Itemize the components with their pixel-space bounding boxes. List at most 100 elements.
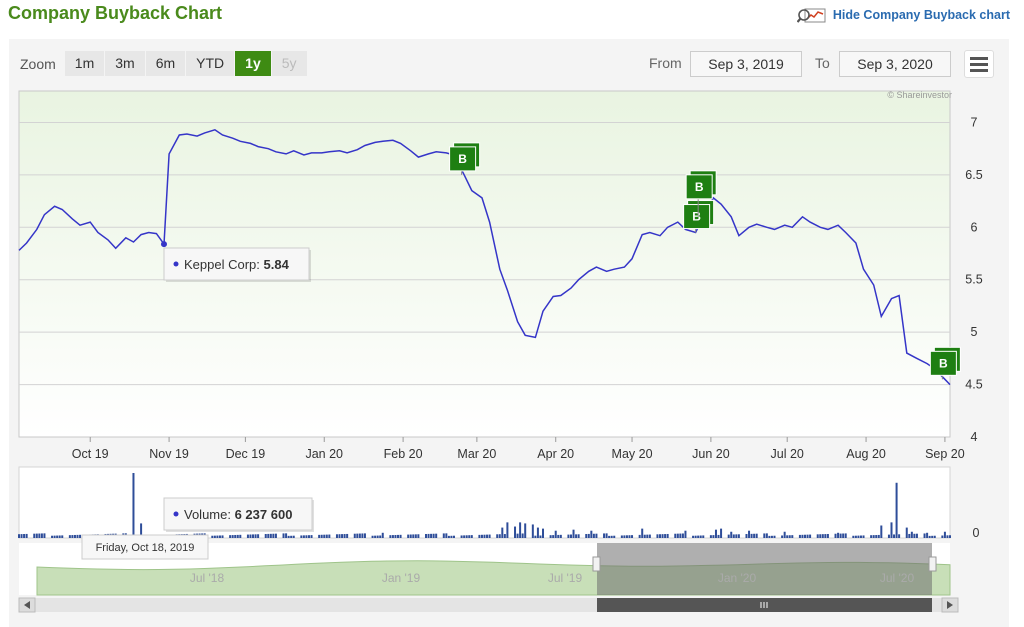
from-date-input[interactable]: Sep 3, 2019 bbox=[690, 51, 802, 77]
volume-bar bbox=[506, 522, 509, 538]
zoom-5y-button: 5y bbox=[271, 51, 307, 76]
zoom-6m-button[interactable]: 6m bbox=[145, 51, 186, 76]
stock-chart[interactable]: 4 4.5 5 5.5 6 6.5 7 0 Oct 19 Nov 19 Dec 19 Jan 20 F… bbox=[9, 39, 1009, 627]
volume-bar bbox=[608, 535, 611, 538]
volume-bar bbox=[928, 535, 931, 538]
from-label: From bbox=[649, 55, 682, 71]
volume-bar bbox=[549, 535, 552, 538]
tooltip-series-dot bbox=[173, 261, 179, 267]
to-date-input[interactable]: Sep 3, 2020 bbox=[839, 51, 951, 77]
volume-bar bbox=[679, 533, 682, 538]
volume-bar bbox=[788, 535, 791, 538]
volume-bar bbox=[875, 535, 878, 538]
volume-bar bbox=[590, 530, 593, 538]
volume-bar bbox=[221, 535, 224, 538]
volume-bar bbox=[35, 533, 38, 538]
volume-bar bbox=[58, 535, 61, 538]
volume-bar bbox=[781, 535, 784, 538]
zoom-3m-button[interactable]: 3m bbox=[105, 51, 145, 76]
volume-bar bbox=[893, 534, 896, 538]
zoom-ytd-button[interactable]: YTD bbox=[186, 51, 235, 76]
date-tooltip: Friday, Oct 18, 2019 bbox=[81, 534, 209, 560]
volume-bar bbox=[908, 533, 911, 538]
volume-bar bbox=[773, 535, 776, 538]
volume-bar bbox=[249, 534, 252, 538]
volume-bar bbox=[585, 534, 588, 538]
volume-bar bbox=[361, 533, 364, 538]
volume-bar bbox=[531, 524, 534, 538]
volume-bar bbox=[302, 535, 305, 538]
volume-bar bbox=[943, 531, 946, 538]
hide-buyback-chart-link[interactable]: Hide Company Buyback chart bbox=[796, 6, 1010, 24]
volume-bar bbox=[379, 535, 382, 538]
x-tick-label: May 20 bbox=[612, 447, 653, 461]
hover-point bbox=[160, 241, 167, 248]
marker-box bbox=[929, 350, 957, 376]
chart-menu-button[interactable] bbox=[964, 50, 994, 78]
buyback-marker[interactable]: B bbox=[449, 142, 481, 175]
volume-bar bbox=[307, 535, 310, 538]
volume-bar bbox=[852, 535, 855, 538]
volume-bar bbox=[432, 533, 435, 538]
volume-bar bbox=[730, 531, 733, 538]
zoom-1y-button[interactable]: 1y bbox=[235, 51, 271, 76]
volume-bar bbox=[328, 534, 331, 538]
volume-bar bbox=[681, 533, 684, 538]
volume-bar bbox=[702, 535, 705, 538]
navigator-left-handle[interactable] bbox=[592, 556, 601, 572]
volume-bar bbox=[140, 523, 143, 538]
volume-bar bbox=[913, 533, 916, 538]
buyback-marker[interactable]: B bbox=[683, 200, 715, 233]
price-tooltip: Keppel Corp: 5.84 bbox=[163, 247, 311, 282]
volume-bar bbox=[946, 535, 949, 538]
volume-bar bbox=[898, 534, 901, 538]
volume-bar bbox=[397, 534, 400, 538]
volume-bar bbox=[786, 535, 789, 538]
navigator-selection[interactable] bbox=[597, 543, 932, 595]
buyback-marker[interactable]: B bbox=[685, 170, 717, 217]
volume-bar bbox=[23, 534, 26, 538]
volume-bar bbox=[341, 534, 344, 538]
volume-bar bbox=[381, 532, 384, 538]
volume-bar bbox=[371, 535, 374, 538]
volume-bar bbox=[806, 534, 809, 538]
x-tick-label: Jan 20 bbox=[305, 447, 343, 461]
volume-bar bbox=[821, 534, 824, 538]
navigator-tick-label: Jul '20 bbox=[880, 571, 915, 585]
volume-tick-label: 0 bbox=[973, 526, 980, 540]
volume-bar bbox=[692, 535, 695, 538]
volume-bar bbox=[285, 533, 288, 538]
y-tick-label: 5.5 bbox=[965, 273, 982, 287]
volume-bar bbox=[53, 535, 56, 538]
volume-bar bbox=[839, 533, 842, 538]
volume-bar bbox=[18, 534, 20, 538]
buyback-marker[interactable]: B bbox=[929, 346, 961, 380]
volume-bar bbox=[409, 534, 412, 538]
volume-bar bbox=[325, 534, 328, 538]
volume-bar bbox=[496, 534, 499, 538]
x-tick-label: Jul 20 bbox=[771, 447, 804, 461]
volume-bar bbox=[480, 534, 483, 538]
volume-bar bbox=[559, 534, 562, 538]
volume-bar bbox=[399, 534, 402, 538]
volume-bar bbox=[282, 533, 285, 538]
navigator-right-handle[interactable] bbox=[928, 556, 937, 572]
volume-bar bbox=[575, 534, 578, 538]
volume-bar bbox=[870, 535, 873, 538]
volume-bar bbox=[501, 527, 504, 538]
volume-bar bbox=[877, 534, 880, 538]
volume-bar bbox=[842, 533, 845, 538]
volume-bar bbox=[905, 527, 908, 538]
zoom-1m-button[interactable]: 1m bbox=[64, 51, 105, 76]
volume-bar bbox=[516, 533, 519, 538]
volume-bar bbox=[923, 533, 926, 538]
volume-bar bbox=[941, 535, 944, 538]
hamburger-icon-bar bbox=[970, 62, 988, 66]
volume-bar bbox=[661, 534, 664, 538]
volume-bar bbox=[40, 533, 43, 538]
volume-bar bbox=[659, 534, 662, 538]
volume-bar bbox=[844, 533, 847, 538]
volume-bar bbox=[577, 534, 580, 538]
marker-label: B bbox=[939, 356, 948, 370]
volume-bar bbox=[292, 535, 295, 538]
